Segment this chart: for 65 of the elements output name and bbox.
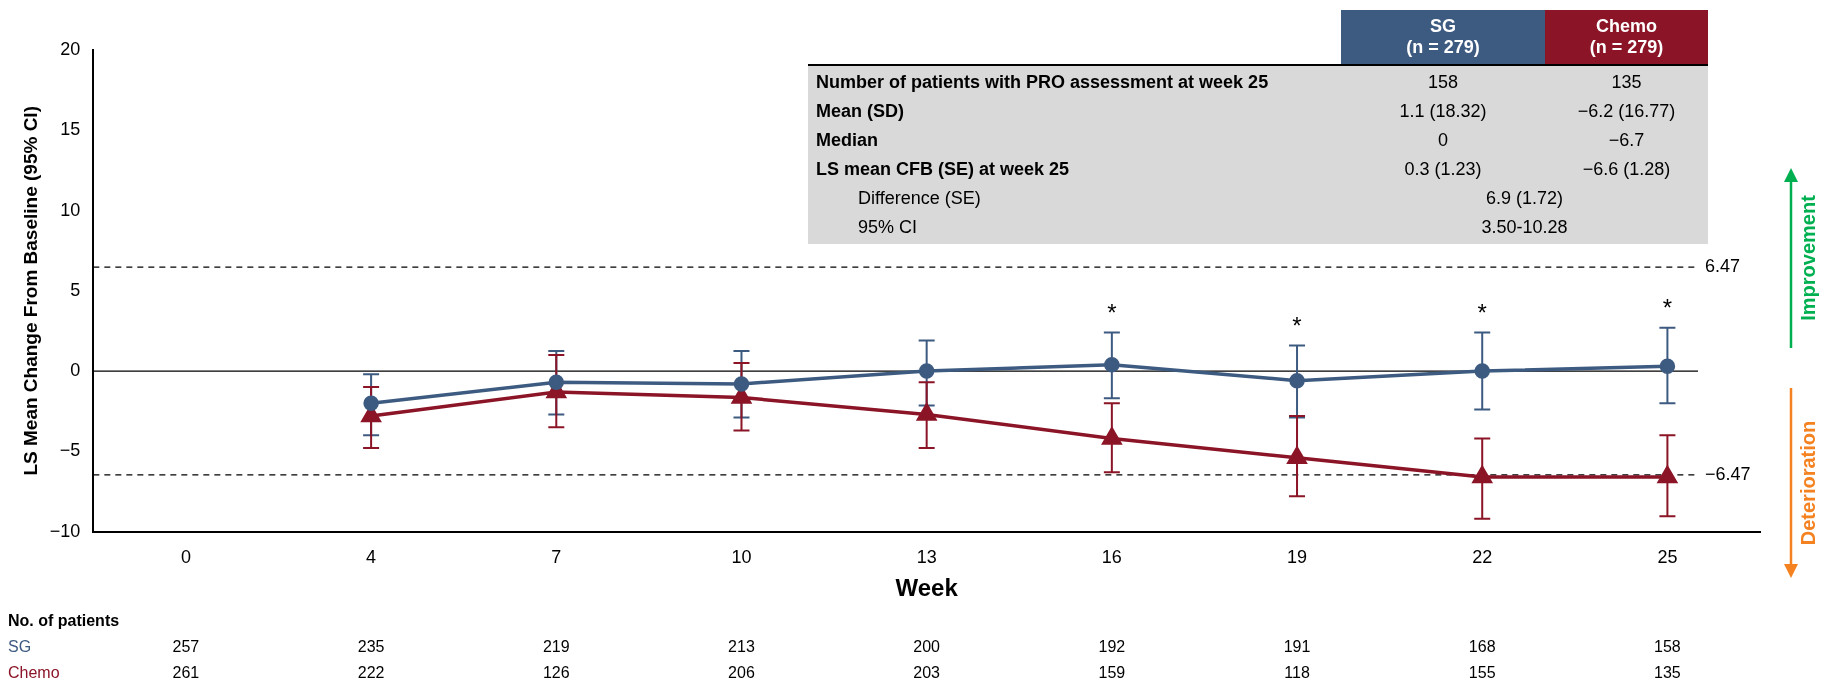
text: 222	[356, 664, 386, 682]
text: 257	[171, 638, 201, 656]
annotation: 1.1 (18.32)	[1398, 100, 1488, 123]
y-tick-label: 15	[60, 119, 81, 140]
text: 168	[1467, 638, 1497, 656]
annotation: LS mean CFB (SE) at week 25	[815, 158, 1071, 181]
x-tick-label: 25	[1657, 547, 1678, 568]
annotation: Number of patients with PRO assessment at week 25	[815, 71, 1270, 94]
text: 203	[912, 664, 941, 682]
annotation: *	[1107, 299, 1117, 327]
y-axis-title: LS Mean Change From Baseline (95% CI)	[19, 106, 41, 476]
text: 192	[1097, 638, 1127, 656]
text: 159	[1097, 664, 1127, 682]
annotation: Difference (SE)	[857, 187, 982, 210]
text: 213	[727, 638, 756, 656]
y-tick-label: 10	[60, 199, 81, 220]
annotation: −6.2 (16.77)	[1576, 100, 1677, 123]
text: Deterioration	[1796, 420, 1820, 546]
annotation: *	[1477, 299, 1487, 327]
annotation: Median	[815, 129, 879, 152]
y-tick-label: −5	[59, 440, 81, 461]
y-tick-label: −10	[49, 520, 81, 541]
text: 135	[1653, 664, 1682, 682]
y-tick-label: 0	[70, 360, 81, 381]
annotation: 0	[1437, 129, 1449, 152]
text: Improvement	[1796, 195, 1820, 321]
y-tick-label: 5	[70, 279, 81, 300]
x-tick-label: 19	[1287, 547, 1308, 568]
table-header-cell: SG (n = 279)	[1341, 10, 1545, 64]
x-tick-label: 10	[731, 547, 752, 568]
annotation: 95% CI	[857, 216, 919, 239]
text: 126	[541, 664, 571, 682]
x-tick-label: 4	[366, 547, 377, 568]
x-tick-label: 16	[1101, 547, 1122, 568]
annotation: *	[1292, 312, 1302, 340]
annotation: 135	[1610, 71, 1643, 94]
annotation: *	[1662, 294, 1673, 322]
annotation: 6.9 (1.72)	[1484, 187, 1564, 210]
annotation: 3.50-10.28	[1480, 216, 1569, 239]
table-header-cell: Chemo (n = 279)	[1545, 10, 1708, 64]
text: 118	[1283, 664, 1311, 682]
x-tick-label: 7	[551, 547, 562, 568]
text: 155	[1467, 664, 1497, 682]
ref-line-label: 6.47	[1705, 256, 1741, 277]
annotation: 158	[1426, 71, 1459, 94]
x-axis-title: Week	[895, 574, 959, 602]
text: 235	[356, 638, 386, 656]
annotation: −6.6 (1.28)	[1581, 158, 1672, 181]
annotation: −6.7	[1607, 129, 1646, 152]
text: 200	[912, 638, 941, 656]
x-tick-label: 22	[1472, 547, 1493, 568]
y-tick-label: 20	[60, 38, 81, 59]
text: 191	[1282, 638, 1312, 656]
text: No. of patients	[8, 612, 120, 630]
text: Chemo	[8, 664, 60, 682]
x-tick-label: 0	[180, 547, 191, 568]
annotation: Mean (SD)	[815, 100, 905, 123]
text: SG	[8, 638, 32, 656]
ref-line-label: −6.47	[1705, 463, 1751, 484]
text: 206	[727, 664, 756, 682]
annotation: 0.3 (1.23)	[1403, 158, 1483, 181]
text: 219	[541, 638, 571, 656]
text: 261	[171, 664, 201, 682]
x-tick-label: 13	[916, 547, 937, 568]
text: 158	[1653, 638, 1682, 656]
